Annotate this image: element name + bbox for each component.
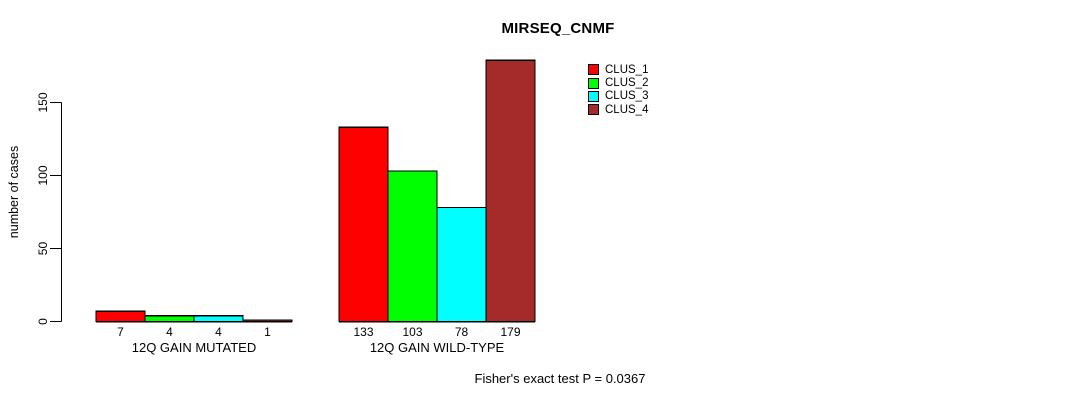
legend-item: CLUS_1 (588, 63, 648, 76)
y-tick-label: 150 (36, 92, 50, 112)
legend-item: CLUS_2 (588, 76, 648, 89)
group-label: 12Q GAIN MUTATED (132, 340, 256, 355)
chart-title: MIRSEQ_CNMF (501, 20, 615, 37)
bar-value-label: 179 (500, 325, 520, 339)
bar-value-label: 4 (215, 325, 222, 339)
y-tick-label: 50 (36, 242, 50, 256)
legend-label: CLUS_1 (605, 63, 649, 76)
legend-swatch (588, 77, 599, 89)
y-tick-label: 0 (36, 318, 50, 325)
bar (242, 319, 293, 323)
bar (95, 310, 146, 323)
bar-value-label: 133 (353, 325, 373, 339)
legend-item: CLUS_4 (588, 103, 648, 116)
bar (485, 59, 536, 323)
group-label: 12Q GAIN WILD-TYPE (370, 340, 505, 355)
legend-label: CLUS_2 (605, 77, 649, 90)
legend-label: CLUS_4 (605, 103, 649, 116)
legend: CLUS_1 CLUS_2 CLUS_3 CLUS_4 (588, 63, 648, 117)
bar (387, 170, 438, 323)
bar-value-label: 4 (166, 325, 173, 339)
legend-swatch (588, 104, 599, 116)
bar (193, 315, 244, 323)
bar (338, 126, 389, 323)
legend-swatch (588, 64, 599, 76)
bar (436, 207, 487, 323)
bar-value-label: 78 (455, 325, 469, 339)
legend-label: CLUS_3 (605, 90, 649, 103)
bar-value-label: 103 (402, 325, 422, 339)
bar-value-label: 7 (117, 325, 124, 339)
legend-item: CLUS_3 (588, 90, 648, 103)
bar (144, 315, 195, 323)
legend-swatch (588, 90, 599, 102)
y-tick-label: 100 (36, 165, 50, 185)
bar-value-label: 1 (264, 325, 271, 339)
stat-note: Fisher's exact test P = 0.0367 (474, 371, 646, 386)
